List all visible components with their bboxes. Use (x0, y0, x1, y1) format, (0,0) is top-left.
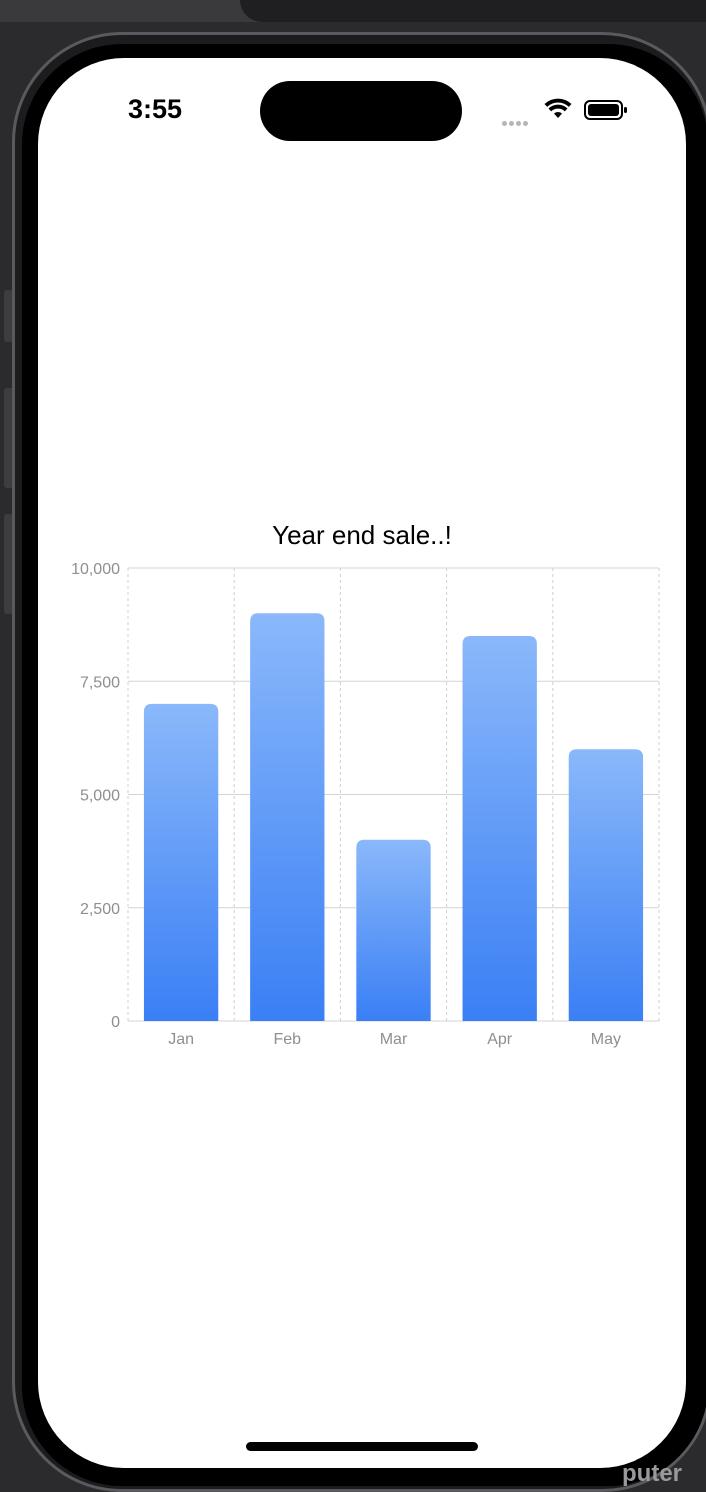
dynamic-island (260, 81, 462, 141)
volume-up-button (4, 388, 14, 488)
y-tick-label: 5,000 (80, 788, 120, 805)
home-indicator[interactable] (246, 1442, 478, 1451)
x-tick-label: Mar (380, 1031, 408, 1048)
x-tick-label: Jan (168, 1031, 194, 1048)
chart-title: Year end sale..! (272, 520, 452, 550)
x-axis-ticks: Jan Feb Mar Apr May (168, 1031, 621, 1048)
background-window-text: puter (622, 1460, 682, 1487)
status-time: 3:55 (128, 94, 183, 124)
wifi-icon (544, 98, 572, 118)
battery-icon (584, 100, 627, 120)
y-tick-label: 7,500 (80, 674, 120, 691)
volume-down-button (4, 514, 14, 614)
action-button (4, 290, 14, 342)
y-tick-label: 10,000 (71, 561, 120, 578)
bar-apr (462, 635, 537, 1021)
phone-screen: 3:55 Year end sale..! 0 2,500 5,000 7,500 10… (38, 58, 686, 1468)
bar-chart: 0 2,500 5,000 7,500 10,000 Jan Feb Mar Apr May (71, 561, 660, 1048)
chart-bars (143, 613, 644, 1021)
bar-mar (356, 839, 431, 1021)
x-tick-label: Apr (487, 1031, 513, 1048)
desktop-window-edge (240, 0, 706, 22)
bar-jan (143, 703, 219, 1021)
signal-dots-icon (502, 113, 534, 126)
y-axis-ticks: 0 2,500 5,000 7,500 10,000 (71, 561, 120, 1031)
y-tick-label: 0 (111, 1014, 120, 1031)
bar-feb (250, 613, 325, 1021)
bar-may (568, 749, 644, 1021)
x-tick-label: Feb (274, 1031, 302, 1048)
x-tick-label: May (591, 1031, 621, 1048)
y-tick-label: 2,500 (80, 901, 120, 918)
desktop-top-bar (0, 0, 706, 22)
